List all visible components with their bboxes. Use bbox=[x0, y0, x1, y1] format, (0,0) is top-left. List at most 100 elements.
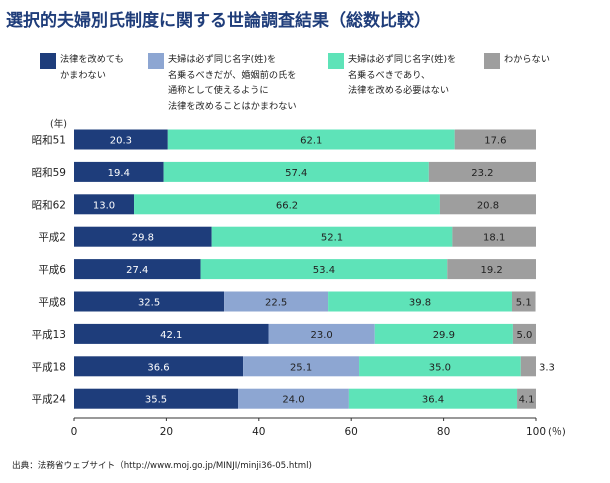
bar-segment bbox=[268, 323, 375, 344]
category-label: 平成24 bbox=[32, 394, 67, 406]
legend-swatch bbox=[484, 53, 500, 69]
data-label: 42.1 bbox=[160, 330, 182, 341]
data-label: 23.0 bbox=[310, 330, 332, 341]
legend-label: 法律を改めても bbox=[60, 54, 124, 65]
data-label: 66.2 bbox=[276, 200, 298, 211]
data-label: 25.1 bbox=[290, 362, 312, 373]
data-label: 20.8 bbox=[477, 200, 499, 211]
bar-segment bbox=[74, 388, 239, 409]
category-label: 平成6 bbox=[38, 264, 66, 276]
legend-item-alias-ok: 夫婦は必ず同じ名字(姓)を 名乗るべきだが、婚姻前の氏を 通称として使えるように… bbox=[148, 52, 297, 114]
category-label: 平成2 bbox=[38, 232, 66, 244]
legend-label: 通称として使えるように bbox=[168, 85, 269, 96]
bar-segment bbox=[454, 129, 536, 150]
bar-segment bbox=[74, 129, 168, 150]
legend-item-reform-ok: 法律を改めても かまわない bbox=[40, 52, 124, 83]
chart-title: 選択的夫婦別氏制度に関する世論調査結果（総数比較） bbox=[6, 11, 431, 31]
bar-segment bbox=[224, 291, 329, 312]
data-label: 27.4 bbox=[126, 265, 148, 276]
bar-segment bbox=[243, 356, 360, 377]
bar-segment bbox=[512, 323, 536, 344]
bar-segment bbox=[359, 356, 521, 377]
bar-segment bbox=[517, 388, 536, 409]
bar-segment bbox=[74, 291, 225, 312]
bar-segment bbox=[439, 194, 536, 215]
bar-segment bbox=[74, 161, 164, 182]
bar-segment bbox=[238, 388, 349, 409]
x-tick-label: 60 bbox=[345, 426, 358, 438]
x-axis-unit-label: (％) bbox=[548, 427, 566, 438]
chart-legend: 法律を改めても かまわない 夫婦は必ず同じ名字(姓)を 名乗るべきだが、婚姻前の… bbox=[0, 52, 610, 122]
data-label: 53.4 bbox=[313, 265, 335, 276]
data-label: 22.5 bbox=[265, 298, 287, 309]
data-label: 23.2 bbox=[471, 168, 493, 179]
data-label: 29.9 bbox=[433, 330, 455, 341]
bar-segment bbox=[511, 291, 536, 312]
data-label: 4.1 bbox=[519, 395, 535, 406]
data-label: 18.1 bbox=[483, 233, 505, 244]
bar-segment bbox=[74, 259, 201, 280]
data-label: 32.5 bbox=[138, 298, 160, 309]
legend-label: わからない bbox=[504, 54, 550, 65]
data-label: 57.4 bbox=[285, 168, 307, 179]
bar-segment bbox=[447, 259, 536, 280]
data-label: 5.1 bbox=[516, 298, 532, 309]
x-tick-label: 80 bbox=[437, 426, 450, 438]
x-tick-label: 100 bbox=[526, 426, 546, 438]
data-label: 19.2 bbox=[481, 265, 503, 276]
legend-swatch bbox=[328, 53, 344, 69]
bar-segment bbox=[167, 129, 455, 150]
data-label: 35.5 bbox=[145, 395, 167, 406]
legend-item-dont-know: わからない bbox=[484, 52, 550, 69]
data-label: 39.8 bbox=[409, 298, 431, 309]
legend-swatch bbox=[148, 53, 164, 69]
data-label: 36.6 bbox=[147, 362, 169, 373]
category-label: 平成18 bbox=[32, 361, 66, 373]
data-label: 5.0 bbox=[516, 330, 532, 341]
y-axis-unit-label: (年) bbox=[50, 118, 67, 130]
bar-segment bbox=[74, 194, 135, 215]
data-label: 62.1 bbox=[300, 136, 322, 147]
legend-swatch bbox=[40, 53, 56, 69]
category-label: 昭和62 bbox=[32, 199, 66, 211]
bar-segment bbox=[452, 226, 536, 247]
category-label: 平成13 bbox=[32, 329, 66, 341]
data-label: 35.0 bbox=[429, 362, 451, 373]
data-label: 20.3 bbox=[110, 136, 132, 147]
legend-label: 法律を改めることはかまわない bbox=[168, 100, 297, 112]
legend-label: 法律を改める必要はない bbox=[348, 85, 450, 96]
legend-label: 夫婦は必ず同じ名字(姓)を bbox=[348, 54, 457, 65]
data-label: 17.6 bbox=[484, 136, 506, 147]
legend-label: 名乗るべきであり、 bbox=[348, 69, 431, 81]
bar-segment bbox=[134, 194, 440, 215]
category-label: 平成8 bbox=[38, 297, 66, 309]
legend-label: 夫婦は必ず同じ名字(姓)を bbox=[168, 54, 277, 65]
data-label: 3.3 bbox=[539, 362, 555, 373]
x-tick-label: 20 bbox=[160, 426, 173, 438]
bar-segment bbox=[200, 259, 448, 280]
data-label: 36.4 bbox=[422, 395, 444, 406]
category-label: 昭和59 bbox=[32, 167, 66, 179]
data-label: 52.1 bbox=[321, 233, 343, 244]
legend-label: かまわない bbox=[60, 69, 106, 81]
bar-segment bbox=[520, 356, 536, 377]
legend-item-no-reform: 夫婦は必ず同じ名字(姓)を 名乗るべきであり、 法律を改める必要はない bbox=[328, 52, 456, 99]
legend-label: 名乗るべきだが、婚姻前の氏を bbox=[168, 69, 297, 81]
data-label: 13.0 bbox=[93, 200, 115, 211]
bar-segment bbox=[428, 161, 536, 182]
data-label: 29.8 bbox=[132, 233, 154, 244]
bar-segment bbox=[163, 161, 429, 182]
x-tick-label: 40 bbox=[252, 426, 265, 438]
bar-segment bbox=[74, 226, 212, 247]
source-note: 出典：法務省ウェブサイト（http://www.moj.go.jp/MINJI/… bbox=[12, 461, 312, 471]
bar-segment bbox=[74, 323, 269, 344]
bar-segment bbox=[328, 291, 512, 312]
bar-segment bbox=[348, 388, 518, 409]
category-label: 昭和51 bbox=[32, 135, 66, 147]
bar-segment bbox=[374, 323, 513, 344]
data-label: 19.4 bbox=[108, 168, 130, 179]
data-label: 24.0 bbox=[282, 395, 304, 406]
bar-segment bbox=[211, 226, 453, 247]
x-tick-label: 0 bbox=[71, 426, 78, 438]
